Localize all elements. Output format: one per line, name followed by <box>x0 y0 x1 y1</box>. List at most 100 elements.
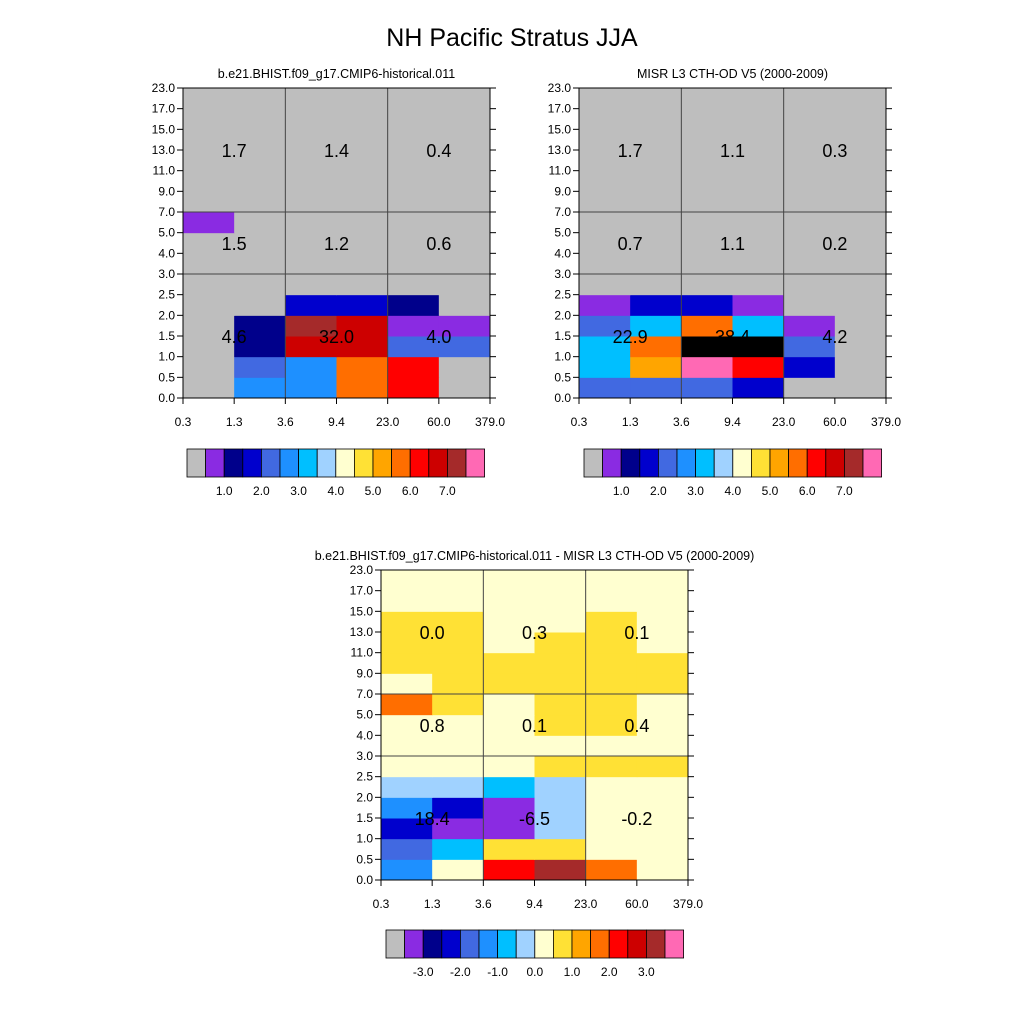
heatmap-cell <box>579 274 631 296</box>
heatmap-cell <box>387 129 440 151</box>
heatmap-cell <box>630 336 682 358</box>
heatmap-cell <box>381 611 433 633</box>
heatmap-cell <box>630 170 682 192</box>
heatmap-cell <box>732 232 785 254</box>
region-value-label: 0.3 <box>822 141 847 161</box>
heatmap-cell <box>336 129 389 151</box>
heatmap-cell <box>183 336 235 358</box>
heatmap-cell <box>381 632 433 654</box>
heatmap-cell <box>579 170 631 192</box>
heatmap-cell <box>681 191 733 213</box>
panel-model: b.e21.BHIST.f09_g17.CMIP6-historical.011… <box>152 67 506 498</box>
heatmap-cell <box>234 150 286 172</box>
heatmap-cell <box>732 212 785 234</box>
heatmap-cell <box>732 356 785 378</box>
heatmap-cell <box>438 108 491 130</box>
heatmap-cell <box>783 232 836 254</box>
heatmap-cell <box>234 294 286 316</box>
colorbar-label: 3.0 <box>638 965 655 979</box>
colorbar-box <box>788 448 808 478</box>
heatmap-cell <box>483 694 535 716</box>
heatmap-cell <box>381 776 433 798</box>
region-value-label: 0.6 <box>426 234 451 254</box>
heatmap-cell <box>387 232 440 254</box>
y-tick-label: 4.0 <box>554 246 571 260</box>
heatmap-cell <box>387 88 440 110</box>
heatmap-cell <box>534 611 587 633</box>
colorbar-box <box>316 448 337 478</box>
heatmap-cell <box>585 818 638 840</box>
heatmap-cell <box>336 336 389 358</box>
y-tick-label: 3.0 <box>356 749 373 763</box>
panel-title: MISR L3 CTH-OD V5 (2000-2009) <box>637 67 828 81</box>
heatmap-cell <box>636 694 689 716</box>
heatmap-cell <box>834 377 887 399</box>
heatmap-cell <box>732 294 785 316</box>
colorbar-box <box>646 929 666 959</box>
x-tick-label: 1.3 <box>424 897 441 911</box>
heatmap-cell <box>636 756 689 778</box>
colorbar-label: 1.0 <box>564 965 581 979</box>
y-tick-label: 23.0 <box>152 81 176 95</box>
region-value-label: 22.9 <box>613 327 648 347</box>
heatmap-cell <box>483 652 535 674</box>
heatmap-cell <box>585 694 638 716</box>
heatmap-cell <box>432 694 484 716</box>
y-tick-label: 5.0 <box>158 226 175 240</box>
heatmap-cell <box>483 797 535 819</box>
heatmap-cell <box>438 377 491 399</box>
heatmap-cell <box>579 129 631 151</box>
colorbar-label: 3.0 <box>290 484 307 498</box>
heatmap-cell <box>438 274 491 296</box>
heatmap-cell <box>579 150 631 172</box>
heatmap-cell <box>636 632 689 654</box>
heatmap-cell <box>483 818 535 840</box>
colorbar-box <box>769 448 790 478</box>
heatmap-cell <box>732 315 785 337</box>
heatmap-cell <box>630 88 682 110</box>
heatmap-cell <box>585 756 638 778</box>
colorbar-box <box>806 448 827 478</box>
heatmap-cell <box>483 776 535 798</box>
heatmap-cell <box>387 315 440 337</box>
colorbar-label: 1.0 <box>613 484 630 498</box>
heatmap-cell <box>732 336 785 358</box>
heatmap-cell <box>783 129 836 151</box>
heatmap-cell <box>438 253 491 275</box>
heatmap-cell <box>783 191 836 213</box>
x-tick-label: 60.0 <box>625 897 649 911</box>
heatmap-cell <box>636 818 689 840</box>
colorbar-label: 5.0 <box>762 484 779 498</box>
heatmap-cell <box>585 838 638 860</box>
colorbar-box <box>825 448 845 478</box>
colorbar-box <box>353 448 374 478</box>
colorbar-label: 0.0 <box>526 965 543 979</box>
heatmap-cell <box>336 191 389 213</box>
y-tick-label: 2.5 <box>158 288 175 302</box>
heatmap-cell <box>381 756 433 778</box>
colorbar-label: 5.0 <box>365 484 382 498</box>
heatmap-cell <box>579 108 631 130</box>
heatmap-cell <box>534 756 587 778</box>
heatmap-cell <box>834 336 887 358</box>
heatmap-cell <box>834 356 887 378</box>
heatmap-cell <box>432 838 484 860</box>
region-value-label: 0.3 <box>522 623 547 643</box>
colorbar-box <box>658 448 678 478</box>
colorbar-box <box>391 448 411 478</box>
colorbar-box <box>620 448 641 478</box>
y-tick-label: 9.0 <box>356 666 373 680</box>
heatmap-cell <box>381 694 433 716</box>
heatmap-cell <box>630 274 682 296</box>
colorbar-label: 6.0 <box>402 484 419 498</box>
heatmap-cell <box>630 129 682 151</box>
heatmap-cell <box>483 611 535 633</box>
y-tick-label: 15.0 <box>548 122 572 136</box>
colorbar-box <box>732 448 752 478</box>
y-tick-label: 9.0 <box>554 184 571 198</box>
heatmap-cell <box>432 673 484 695</box>
heatmap-cell <box>783 150 836 172</box>
heatmap-cell <box>732 253 785 275</box>
heatmap-cell <box>636 859 689 881</box>
x-tick-label: 0.3 <box>175 415 192 429</box>
